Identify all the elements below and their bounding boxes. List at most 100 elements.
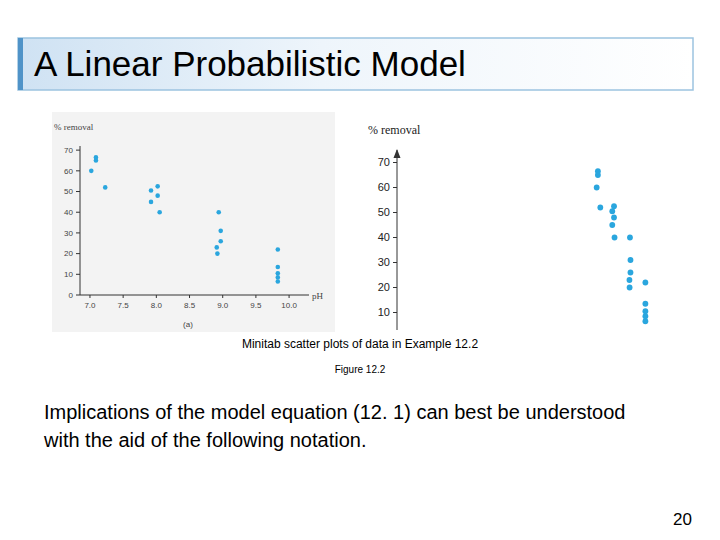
data-point: [611, 215, 617, 221]
y-axis: [80, 146, 81, 295]
x-tick-label: 8.0: [151, 301, 163, 310]
x-tick: [289, 295, 290, 298]
x-tick: [222, 295, 223, 298]
y-tick-label: 10: [378, 306, 390, 318]
x-tick: [89, 295, 90, 298]
data-point: [214, 245, 219, 250]
y-tick: [76, 150, 80, 151]
data-point: [218, 229, 223, 234]
y-tick-label: 10: [64, 270, 73, 279]
data-point: [157, 210, 162, 215]
data-point: [155, 184, 160, 189]
chart-subtitle: (a): [183, 320, 193, 329]
y-tick-label: 60: [64, 167, 73, 176]
y-tick: [76, 191, 80, 192]
y-axis-label: % removal: [54, 122, 94, 132]
data-point: [628, 270, 634, 276]
y-tick-label: 0: [69, 291, 74, 300]
y-tick: [76, 274, 80, 275]
x-tick: [156, 295, 157, 298]
data-point: [276, 271, 281, 276]
y-tick: [393, 212, 397, 213]
title-accent: [18, 38, 23, 90]
data-point: [276, 265, 281, 270]
y-tick: [76, 295, 80, 296]
data-point: [218, 239, 223, 244]
y-tick: [76, 232, 80, 233]
data-point: [627, 285, 633, 291]
data-point: [595, 172, 601, 178]
y-tick-label: 20: [64, 249, 73, 258]
x-tick-label: 9.0: [217, 301, 229, 310]
data-point: [609, 222, 615, 228]
data-point: [276, 279, 281, 284]
y-tick-label: 30: [64, 229, 73, 238]
data-point: [594, 185, 600, 191]
y-axis-label: % removal: [368, 123, 421, 137]
scatter-chart: 0 10 20 30 40 50 60 70 7.0 7.5 8.0 8.5 9.0 9.5 10.0 % r…: [52, 112, 335, 332]
x-axis-label: pH: [312, 291, 324, 301]
slide: 0 10 20 30 40 50 60 70 7.0 7.5 8.0 8.5 9.0 9.5 10.0 % r…: [0, 0, 720, 540]
data-point: [627, 277, 633, 283]
x-tick: [189, 295, 190, 298]
data-point: [215, 251, 220, 256]
scatter-chart: 10 20 30 40 50 60 70 % removal: [368, 123, 648, 330]
data-point: [642, 318, 648, 324]
y-tick: [393, 237, 397, 238]
page-number: 20: [640, 510, 692, 530]
data-point: [216, 210, 221, 215]
data-point: [611, 203, 617, 209]
y-tick-label: 30: [378, 256, 390, 268]
data-point: [628, 257, 634, 263]
y-tick-label: 40: [64, 208, 73, 217]
y-tick: [393, 262, 397, 263]
y-tick-label: 60: [378, 181, 390, 193]
slide-title: A Linear Probabilistic Model: [34, 44, 466, 84]
x-tick: [255, 295, 256, 298]
data-point: [89, 169, 94, 174]
x-tick-label: 10.0: [281, 301, 297, 310]
body-text: Implications of the model equation (12. …: [44, 398, 644, 454]
figure-label: Figure 12.2: [0, 364, 720, 375]
data-point: [612, 235, 618, 241]
data-point: [103, 185, 108, 190]
y-tick-label: 70: [378, 156, 390, 168]
data-point: [642, 313, 648, 319]
data-point: [149, 188, 154, 193]
data-point: [642, 308, 648, 314]
points: [594, 168, 649, 324]
plot-background: [52, 112, 335, 332]
x-tick: [123, 295, 124, 298]
y-tick-label: 40: [378, 231, 390, 243]
data-point: [609, 208, 615, 214]
x-tick-label: 9.5: [250, 301, 262, 310]
x-tick-label: 7.5: [118, 301, 130, 310]
data-point: [94, 158, 99, 163]
figure-caption: Minitab scatter plots of data in Example…: [0, 337, 720, 351]
y-tick: [76, 212, 80, 213]
y-tick-label: 70: [64, 146, 73, 155]
data-point: [276, 247, 281, 252]
y-tick: [393, 287, 397, 288]
y-tick-label: 50: [64, 187, 73, 196]
data-point: [155, 193, 160, 198]
data-point: [627, 235, 633, 241]
data-point: [642, 280, 648, 286]
y-tick: [393, 162, 397, 163]
data-point: [276, 275, 281, 280]
data-point: [597, 205, 603, 211]
data-point: [642, 301, 648, 307]
axis-arrow: [394, 149, 401, 158]
y-tick: [393, 187, 397, 188]
y-tick-label: 50: [378, 206, 390, 218]
x-tick-label: 8.5: [184, 301, 196, 310]
y-tick: [76, 253, 80, 254]
y-tick-label: 20: [378, 281, 390, 293]
points: [89, 155, 280, 284]
y-axis: [397, 150, 398, 330]
data-point: [149, 200, 154, 205]
x-tick-label: 7.0: [84, 301, 96, 310]
y-tick: [393, 312, 397, 313]
y-tick: [76, 170, 80, 171]
x-axis: [80, 295, 309, 296]
